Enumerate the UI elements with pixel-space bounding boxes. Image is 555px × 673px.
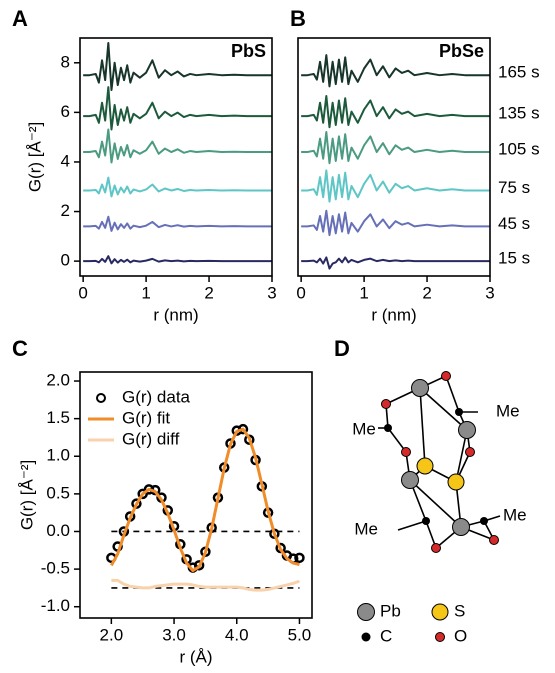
x-tick-label: 4.0 [225,625,249,644]
y-tick-label: 0.5 [46,483,70,502]
series-line [83,176,272,198]
y-tick-label: 8 [61,52,70,71]
data-point [294,552,305,564]
y-axis-label: G(r) [Å⁻²] [17,460,36,530]
x-axis-label: r (nm) [153,305,198,324]
x-tick-label: 0 [296,283,305,302]
x-tick-label: 1 [141,283,150,302]
methyl-label: Me [496,401,520,420]
y-tick-label: 0.0 [46,521,70,540]
plot-frame [297,37,491,277]
plot-frame [79,371,313,619]
legend-label: C [380,626,392,645]
legend-label: S [454,601,465,620]
x-tick-label: 2 [204,283,213,302]
x-axis-label: r (Å) [179,647,212,666]
series-line [83,86,272,131]
series-label: 45 s [498,214,530,233]
series-line [83,215,272,232]
x-tick-label: 5.0 [288,625,312,644]
series-line [110,427,300,573]
legend-label: G(r) fit [122,408,170,427]
y-tick-label: 4 [61,151,70,170]
y-tick-label: 1.0 [46,446,70,465]
x-tick-label: 1 [359,283,368,302]
x-tick-label: 3 [267,283,276,302]
y-tick-label: 2.0 [46,371,70,390]
methyl-label: Me [352,419,376,438]
x-tick-label: 0 [78,283,87,302]
panel-letter: A [12,6,28,31]
y-axis-label: G(r) [Å⁻²] [25,122,44,192]
legend-label: O [454,626,467,645]
series-line [301,209,490,237]
series-line [83,255,272,265]
x-tick-label: 3.0 [162,625,186,644]
panel-letter: D [334,336,350,361]
y-tick-label: 1.5 [46,408,70,427]
plot-frame [79,37,273,277]
legend-label: G(r) diff [122,429,180,448]
panel-letter: C [12,336,28,361]
series-label: 15 s [498,249,530,268]
y-tick-label: -1.0 [41,596,70,615]
series-line [111,578,300,592]
series-line [301,95,490,129]
series-label: 135 s [498,104,540,123]
chart-title: PbSe [439,41,484,61]
series-label: 75 s [498,178,530,197]
series-line [301,54,490,88]
molecule [357,371,501,642]
y-tick-label: 6 [61,102,70,121]
y-tick-label: -0.5 [41,559,70,578]
series-label: 165 s [498,63,540,82]
series-label: 105 s [498,140,540,159]
data-point [193,560,205,571]
x-tick-label: 2.0 [100,625,124,644]
legend-marker [96,393,106,403]
y-tick-label: 2 [61,201,70,220]
series-line [301,169,490,203]
series-line [301,130,490,165]
series-line [83,128,272,164]
methyl-label: Me [354,519,378,538]
panel-letter: B [290,6,306,31]
legend-label: G(r) data [122,387,191,406]
chart-title: PbS [231,41,266,61]
series-line [83,41,272,92]
legend-label: Pb [380,601,401,620]
x-tick-label: 2 [422,283,431,302]
x-axis-label: r (nm) [371,305,416,324]
series-line [301,256,490,270]
y-tick-label: 0 [61,251,70,270]
methyl-label: Me [503,505,527,524]
x-tick-label: 3 [485,283,494,302]
